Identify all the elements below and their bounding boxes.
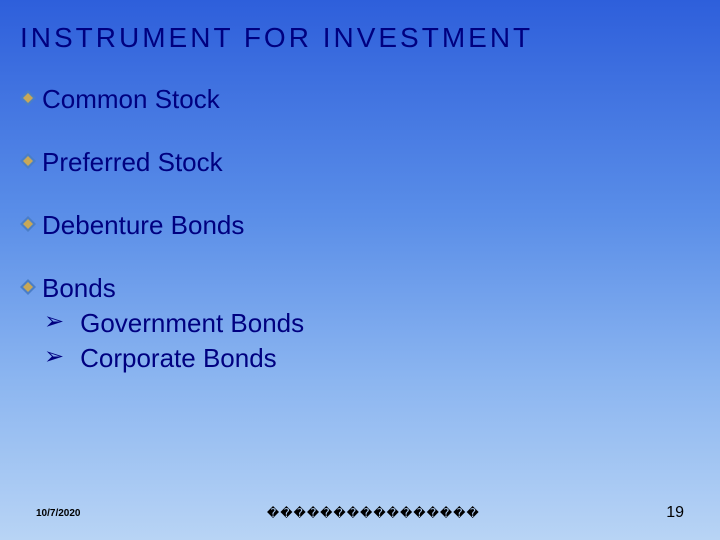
sub-bullet-item: ➢ Government Bonds — [20, 308, 720, 339]
diamond-icon — [20, 216, 36, 232]
sub-bullet-text: Corporate Bonds — [80, 343, 277, 374]
bullet-text: Common Stock — [42, 84, 220, 115]
slide-content: Common Stock Preferred Stock Debenture B… — [0, 54, 720, 374]
footer-date: 10/7/2020 — [36, 508, 81, 519]
diamond-icon — [20, 153, 36, 169]
diamond-icon — [20, 279, 36, 295]
bullet-text: Bonds — [42, 273, 116, 304]
slide-title: INSTRUMENT FOR INVESTMENT — [0, 0, 720, 54]
footer-center-text: ���������������� — [81, 506, 667, 520]
sub-bullet-text: Government Bonds — [80, 308, 304, 339]
diamond-icon — [20, 90, 36, 106]
sub-bullet-item: ➢ Corporate Bonds — [20, 343, 720, 374]
bullet-text: Preferred Stock — [42, 147, 223, 178]
slide-footer: 10/7/2020 ���������������� 19 — [0, 504, 720, 522]
arrow-icon: ➢ — [44, 308, 64, 337]
arrow-icon: ➢ — [44, 343, 64, 372]
bullet-item: Common Stock — [20, 84, 720, 115]
bullet-item: Bonds — [20, 273, 720, 304]
bullet-item: Debenture Bonds — [20, 210, 720, 241]
bullet-item: Preferred Stock — [20, 147, 720, 178]
bullet-text: Debenture Bonds — [42, 210, 244, 241]
footer-page-number: 19 — [666, 504, 684, 522]
